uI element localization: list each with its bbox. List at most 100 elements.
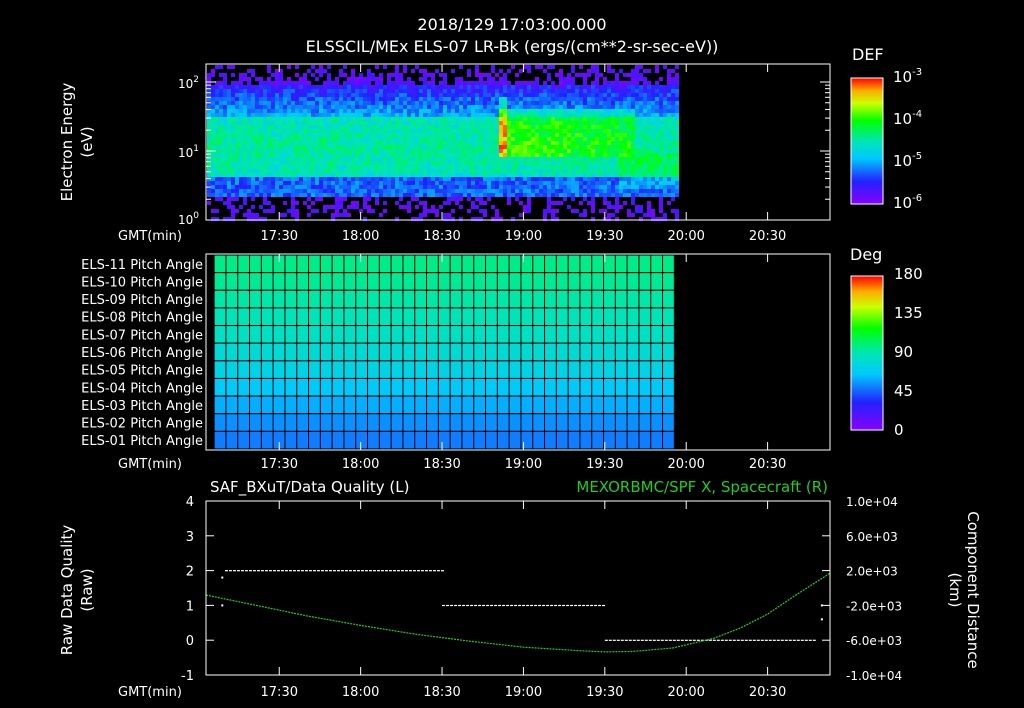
energy-pixel [643, 173, 647, 177]
energy-pixel [659, 157, 663, 161]
energy-pixel [355, 93, 359, 97]
energy-pixel [387, 113, 391, 117]
energy-pixel [435, 169, 439, 173]
energy-pixel [291, 173, 295, 177]
energy-pixel [335, 173, 339, 177]
energy-pixel [399, 89, 403, 93]
energy-pixel [619, 109, 623, 113]
energy-pixel [495, 97, 499, 101]
energy-pixel [367, 73, 371, 77]
energy-pixel [235, 129, 239, 133]
energy-pixel [535, 89, 539, 93]
energy-pixel [583, 97, 587, 101]
energy-pixel [239, 153, 243, 157]
energy-pixel [503, 193, 507, 197]
energy-pixel [343, 153, 347, 157]
energy-pixel [383, 129, 387, 133]
energy-pixel [659, 181, 663, 185]
energy-pixel [591, 121, 595, 125]
energy-pixel [395, 161, 399, 165]
energy-pixel [415, 137, 419, 141]
energy-pixel [363, 145, 367, 149]
energy-pixel [491, 125, 495, 129]
energy-pixel [647, 193, 651, 197]
energy-pixel [515, 97, 519, 101]
energy-pixel [599, 109, 603, 113]
energy-pixel [387, 145, 391, 149]
energy-pixel [675, 129, 679, 133]
energy-pixel [219, 117, 223, 121]
energy-pixel [551, 89, 555, 93]
energy-pixel [399, 101, 403, 105]
energy-pixel [271, 141, 275, 145]
energy-pixel [367, 129, 371, 133]
energy-pixel [583, 193, 587, 197]
energy-pixel [363, 173, 367, 177]
energy-pixel [611, 161, 615, 165]
energy-pixel [647, 89, 651, 93]
energy-pixel [355, 185, 359, 189]
quality-trace [624, 639, 628, 641]
energy-pixel [371, 157, 375, 161]
energy-pixel [523, 117, 527, 121]
energy-pixel [231, 133, 235, 137]
energy-pixel [551, 137, 555, 141]
quality-trace [490, 604, 494, 607]
energy-pixel [495, 101, 499, 105]
energy-pixel [583, 181, 587, 185]
energy-pixel [307, 85, 311, 89]
quality-trace [440, 570, 444, 572]
energy-pixel [567, 137, 571, 141]
energy-pixel [639, 205, 643, 209]
energy-pixel [587, 173, 591, 177]
energy-pixel [347, 145, 351, 149]
energy-pixel [259, 181, 263, 185]
energy-pixel [499, 193, 503, 197]
energy-pixel [243, 141, 247, 145]
energy-pixel [639, 157, 643, 161]
energy-pixel [419, 113, 423, 117]
energy-pixel [359, 153, 363, 157]
energy-pixel [667, 169, 671, 173]
energy-pixel [519, 109, 523, 113]
energy-pixel [439, 117, 443, 121]
energy-pixel [483, 189, 487, 193]
energy-pixel [459, 169, 463, 173]
energy-pixel [227, 85, 231, 89]
energy-pixel [595, 125, 599, 129]
energy-pixel [483, 181, 487, 185]
energy-pixel [259, 137, 263, 141]
energy-pixel [663, 133, 667, 137]
energy-pixel [283, 141, 287, 145]
energy-pixel [347, 93, 351, 97]
energy-pixel [523, 145, 527, 149]
energy-pixel [263, 169, 267, 173]
energy-pixel [379, 181, 383, 185]
energy-pixel [671, 117, 675, 121]
energy-pixel [439, 165, 443, 169]
energy-pixel [359, 209, 363, 213]
energy-pixel [595, 161, 599, 165]
energy-pixel [339, 197, 343, 201]
energy-pixel [551, 125, 555, 129]
energy-pixel [503, 109, 507, 113]
energy-pixel [607, 169, 611, 173]
energy-pixel [655, 185, 659, 189]
energy-pixel [359, 181, 363, 185]
energy-pixel [439, 141, 443, 145]
energy-pixel [595, 73, 599, 77]
energy-pixel [575, 177, 579, 181]
energy-pixel [231, 209, 235, 213]
energy-pixel [247, 125, 251, 129]
energy-pixel [287, 93, 291, 97]
energy-pixel [483, 185, 487, 189]
energy-pixel [471, 129, 475, 133]
energy-pixel [551, 161, 555, 165]
energy-pixel [643, 185, 647, 189]
energy-pixel [423, 153, 427, 157]
energy-pixel [231, 81, 235, 85]
energy-pixel [351, 125, 355, 129]
energy-pixel [215, 149, 219, 153]
energy-pixel [527, 165, 531, 169]
energy-ytick-label-0: 100 [178, 211, 199, 227]
